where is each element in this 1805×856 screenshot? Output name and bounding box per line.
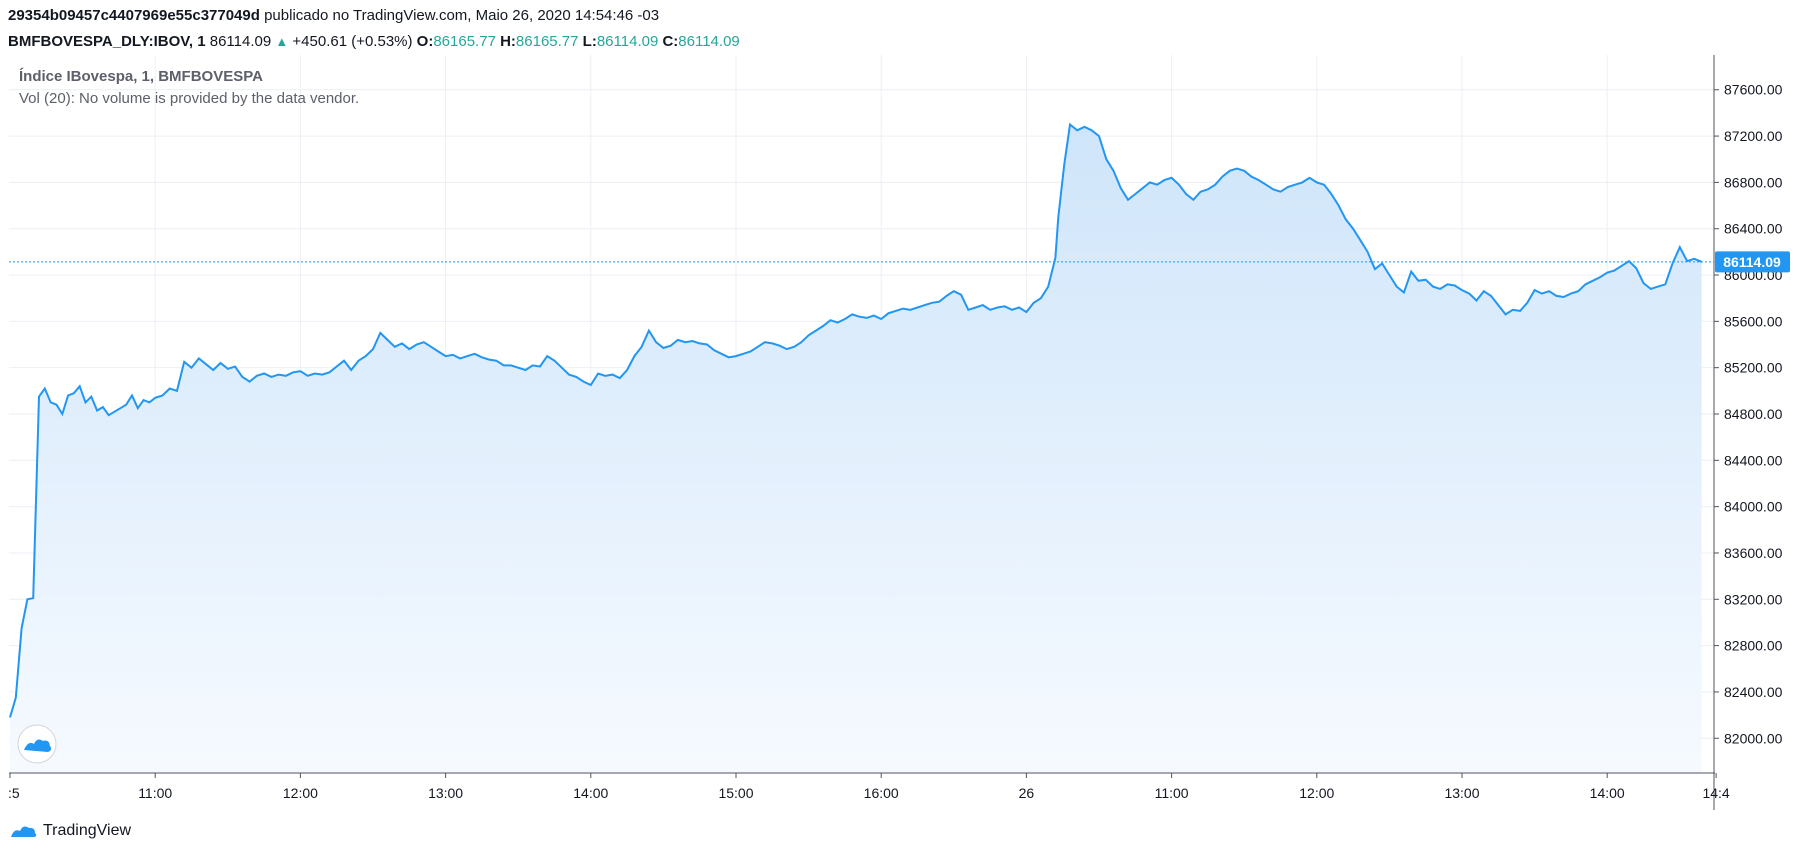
- quote-line: BMFBOVESPA_DLY:IBOV, 1 86114.09 ▲ +450.6…: [8, 32, 740, 52]
- tradingview-cloud-icon: [11, 826, 37, 837]
- high-value: 86165.77: [515, 33, 579, 50]
- price-area: [10, 124, 1702, 773]
- open-label: O:: [416, 33, 434, 50]
- footer: TradingView: [9, 822, 131, 840]
- legend-title: Índice IBovespa, 1, BMFBOVESPA: [19, 68, 263, 85]
- tradingview-logo-button[interactable]: [17, 724, 57, 764]
- price-tick-label: 86800.00: [1724, 174, 1783, 190]
- chart-id: 29354b09457c4407969e55c377049d: [8, 7, 260, 24]
- time-tick-label: 13:00: [428, 785, 463, 801]
- time-tick-label: 11:00: [138, 785, 172, 801]
- time-tick-label: 11:00: [1155, 785, 1189, 801]
- publish-line: 29354b09457c4407969e55c377049d publicado…: [8, 6, 740, 26]
- price-tick-label: 85600.00: [1724, 313, 1783, 329]
- change-value: +450.61 (+0.53%): [292, 33, 413, 50]
- price-tick-label: 87200.00: [1724, 128, 1783, 144]
- time-axis[interactable]: :5 11:00 12:00 13:00 14:00 15:00 16:00 26 11:00 1…: [8, 773, 1730, 801]
- price-tick-label: 84800.00: [1724, 406, 1783, 422]
- time-tick-label: 26: [1019, 785, 1035, 801]
- time-tick-label: :5: [8, 785, 20, 801]
- price-tick-label: 84400.00: [1724, 452, 1783, 468]
- symbol-label: BMFBOVESPA_DLY:IBOV, 1: [8, 33, 206, 50]
- last-price-tag: 86114.09: [1715, 251, 1790, 273]
- price-tick-label: 83600.00: [1724, 545, 1783, 561]
- time-tick-label: 14:4: [1702, 785, 1729, 801]
- time-tick-label: 14:00: [1590, 785, 1625, 801]
- time-tick-label: 14:00: [573, 785, 608, 801]
- price-tick-label: 84000.00: [1724, 499, 1783, 515]
- open-value: 86165.77: [433, 33, 496, 50]
- price-tick-label: 86400.00: [1724, 221, 1783, 237]
- cloud-icon: [24, 739, 52, 752]
- legend-volume: Vol (20): No volume is provided by the d…: [19, 90, 360, 107]
- low-label: L:: [582, 33, 597, 50]
- chart-header: 29354b09457c4407969e55c377049d publicado…: [8, 6, 740, 52]
- time-tick-label: 13:00: [1444, 785, 1479, 801]
- time-tick-label: 12:00: [283, 785, 318, 801]
- last-price-tag-label: 86114.09: [1723, 254, 1781, 270]
- last-price: 86114.09: [209, 33, 272, 50]
- price-axis[interactable]: 82000.00 82400.00 82800.00 83200.00 83600.00…: [1714, 82, 1783, 747]
- time-tick-label: 15:00: [718, 785, 753, 801]
- price-tick-label: 85200.00: [1724, 360, 1783, 376]
- high-label: H:: [500, 33, 516, 50]
- low-value: 86114.09: [596, 33, 659, 50]
- price-tick-label: 82800.00: [1724, 638, 1783, 654]
- price-tick-label: 82400.00: [1724, 684, 1783, 700]
- price-tick-label: 83200.00: [1724, 591, 1783, 607]
- close-label: C:: [662, 33, 679, 50]
- up-arrow-icon: ▲: [275, 34, 289, 49]
- price-tick-label: 82000.00: [1724, 730, 1783, 746]
- price-line: [9, 122, 1702, 718]
- price-tick-label: 87600.00: [1724, 82, 1783, 98]
- chart-legend: Índice IBovespa, 1, BMFBOVESPA Vol (20):…: [19, 66, 359, 110]
- publish-text: publicado no TradingView.com, Maio 26, 2…: [264, 7, 660, 24]
- close-value: 86114.09: [678, 33, 740, 50]
- time-tick-label: 16:00: [864, 785, 899, 801]
- footer-brand[interactable]: TradingView: [43, 822, 132, 839]
- time-tick-label: 12:00: [1299, 785, 1334, 801]
